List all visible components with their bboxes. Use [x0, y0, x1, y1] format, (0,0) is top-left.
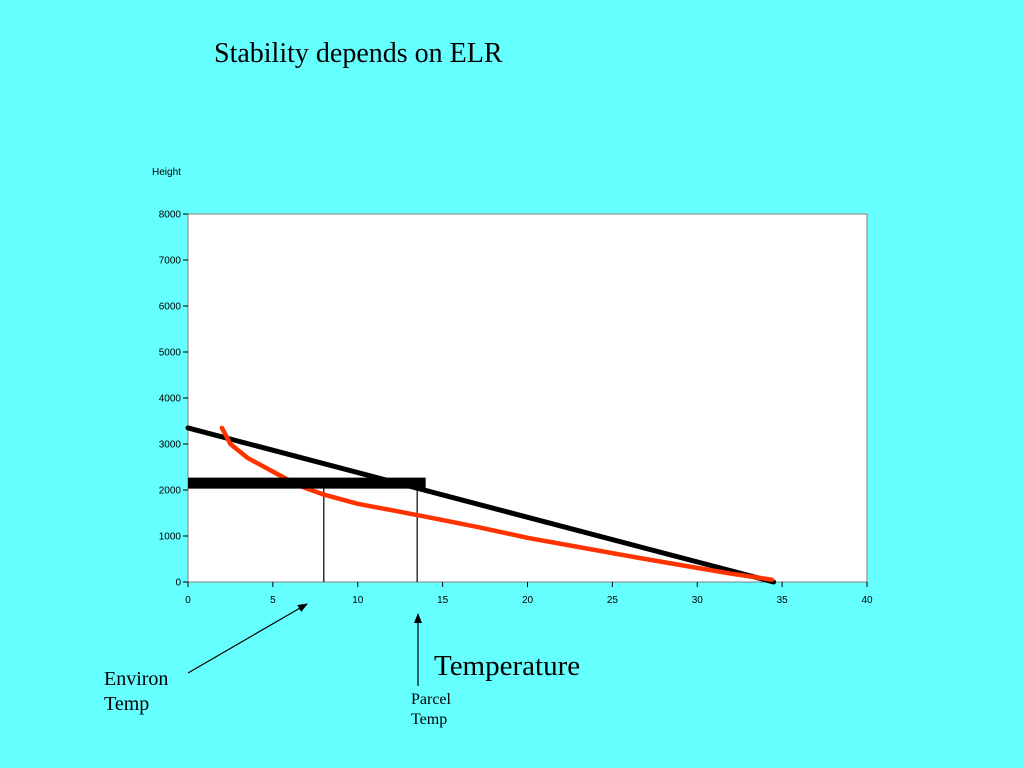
x-tick-label: 40	[861, 595, 873, 606]
y-tick-label: 6000	[159, 302, 182, 313]
chart-marks	[185, 425, 777, 585]
x-tick-label: 20	[522, 595, 534, 606]
environ-temp-arrow	[187, 603, 308, 674]
y-tick-label: 5000	[159, 348, 182, 359]
parcel-temp-label: Parcel Temp	[411, 691, 451, 728]
y-axis-label: Height	[152, 167, 181, 178]
environmental-lapse-line	[185, 425, 777, 585]
y-tick-label: 3000	[159, 440, 182, 451]
y-tick-label: 4000	[159, 394, 182, 405]
plot-area	[187, 213, 868, 583]
y-tick-label: 0	[175, 578, 181, 589]
axis-ticks: 0 1000 2000 3000 4000 5000 6000 7000 8000 0 5 10 15 2…	[159, 210, 873, 607]
x-tick-label: 0	[185, 595, 191, 606]
y-tick-label: 1000	[159, 532, 182, 543]
environ-temp-label: Environ Temp	[104, 668, 169, 715]
x-tick-label: 5	[270, 595, 276, 606]
x-axis-label: Temperature	[434, 650, 581, 682]
y-tick-label: 8000	[159, 210, 182, 221]
y-tick-label: 7000	[159, 256, 182, 267]
x-tick-label: 10	[352, 595, 364, 606]
x-tick-label: 25	[607, 595, 619, 606]
x-tick-label: 30	[692, 595, 704, 606]
y-tick-label: 2000	[159, 486, 182, 497]
x-tick-label: 35	[777, 595, 789, 606]
parcel-temperature-curve	[219, 425, 775, 582]
x-tick-label: 15	[437, 595, 449, 606]
slide-title: Stability depends on ELR	[214, 38, 503, 69]
